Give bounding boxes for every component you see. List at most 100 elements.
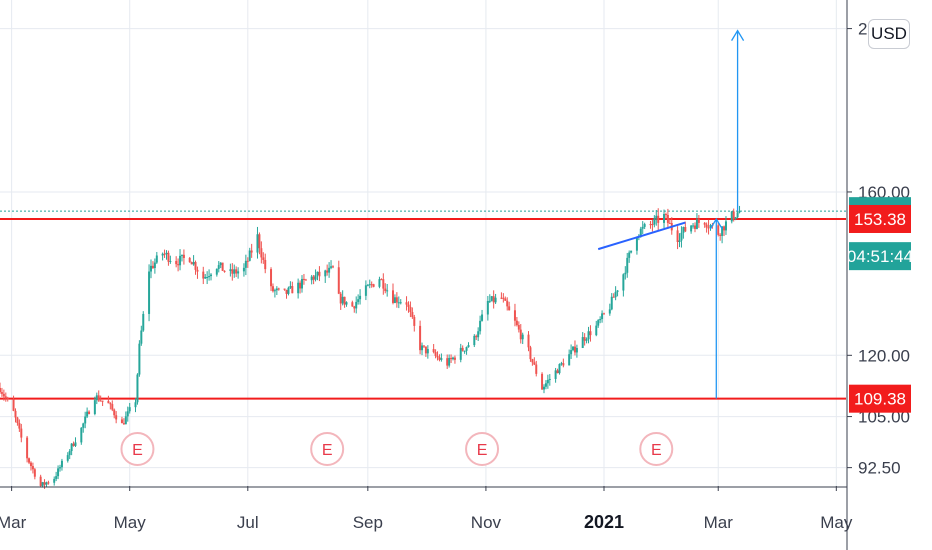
candle: [204, 274, 207, 279]
candle: [246, 257, 249, 268]
candle-body: [411, 312, 414, 318]
candle-body: [39, 476, 42, 486]
candle: [343, 296, 346, 308]
candle-body: [372, 284, 375, 287]
candle: [93, 396, 96, 416]
candle-body: [695, 219, 698, 229]
earnings-marker[interactable]: E: [639, 432, 674, 466]
candle-body: [353, 306, 356, 309]
candle-body: [397, 302, 400, 304]
candle-body: [150, 265, 153, 272]
candle: [337, 260, 340, 295]
candle: [697, 215, 700, 228]
time-axis[interactable]: Mar May Jul Sep Nov 2021 Mar May: [0, 486, 853, 532]
candle-body: [206, 276, 209, 278]
candle: [612, 293, 615, 298]
candle: [210, 273, 213, 281]
candle-body: [355, 301, 358, 309]
earnings-marker[interactable]: E: [465, 432, 500, 466]
candle-body: [639, 228, 642, 236]
candle-body: [723, 226, 726, 231]
candle: [587, 326, 590, 344]
candle: [328, 262, 331, 278]
candle-body: [481, 314, 484, 321]
candle-body: [595, 325, 598, 336]
candle-body: [680, 232, 683, 241]
price-tick-label: 92.50: [858, 459, 901, 478]
candle-body: [41, 482, 44, 486]
candle-body: [608, 309, 611, 314]
currency-button[interactable]: USD: [868, 19, 910, 49]
candle: [422, 345, 425, 348]
candle: [231, 263, 234, 281]
candle-body: [18, 422, 21, 429]
candle: [448, 354, 451, 368]
candle-body: [692, 225, 695, 227]
candle: [397, 296, 400, 309]
candle-body: [467, 345, 470, 348]
candle: [680, 226, 683, 248]
candle: [513, 303, 516, 327]
candle: [459, 343, 462, 363]
candle-body: [421, 345, 424, 351]
candle-body: [477, 331, 480, 338]
candle-body: [95, 395, 98, 401]
candle: [359, 289, 362, 305]
candle: [548, 374, 551, 386]
candle-body: [111, 404, 114, 410]
candle: [115, 411, 118, 424]
candle-body: [190, 262, 193, 265]
candle-body: [341, 296, 344, 304]
candle-body: [494, 297, 497, 303]
candle: [275, 286, 278, 296]
candle-body: [583, 337, 586, 341]
candle: [128, 402, 131, 414]
earnings-marker-ring: [465, 432, 500, 466]
candle-body: [4, 396, 7, 399]
candle: [318, 266, 321, 282]
candle: [196, 266, 199, 279]
candle: [140, 325, 143, 346]
candle-body: [709, 225, 712, 228]
candle: [395, 292, 398, 308]
earnings-marker-ring: [120, 432, 155, 466]
candle-body: [275, 288, 278, 291]
candle: [109, 402, 112, 410]
candle-body: [136, 374, 139, 403]
candle-body: [463, 350, 466, 352]
candle: [488, 294, 491, 303]
candle: [413, 314, 416, 332]
candle-body: [310, 276, 313, 281]
candle: [316, 271, 319, 281]
candle: [60, 458, 63, 471]
candle: [26, 435, 29, 463]
candle: [138, 340, 141, 377]
candle: [535, 360, 538, 377]
candle-body: [285, 289, 288, 294]
candle: [244, 254, 247, 276]
candle-body: [258, 234, 261, 249]
countdown-badge-box: [849, 242, 911, 271]
candle-body: [229, 269, 232, 272]
candle-body: [546, 379, 549, 384]
candle: [113, 408, 116, 419]
earnings-marker[interactable]: E: [310, 432, 345, 466]
candle-body: [391, 290, 394, 303]
candle-body: [155, 255, 158, 263]
candle-body: [597, 320, 600, 326]
price-tick-label: 120.00: [858, 346, 910, 365]
candle-body: [649, 224, 652, 226]
candle-body: [299, 282, 302, 289]
candle: [45, 481, 48, 487]
earnings-marker[interactable]: E: [120, 432, 155, 466]
candle-body: [43, 482, 46, 485]
candle: [217, 261, 220, 273]
candle: [2, 389, 5, 401]
candle: [589, 325, 592, 342]
candle: [583, 333, 586, 346]
candle: [353, 305, 356, 313]
candle-body: [395, 297, 398, 303]
candle-body: [533, 362, 536, 365]
candle: [610, 293, 613, 311]
